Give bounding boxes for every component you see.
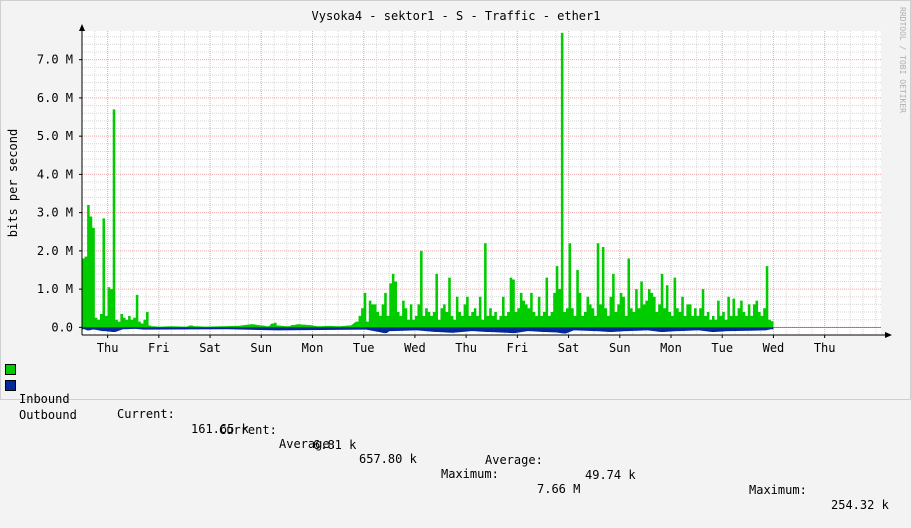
- outbound-area: [82, 327, 774, 334]
- y-tick-label: 5.0 M: [37, 129, 73, 143]
- x-tick-label: Wed: [404, 341, 426, 355]
- x-axis-arrow: [885, 332, 892, 338]
- y-tick-label: 1.0 M: [37, 282, 73, 296]
- x-tick-label: Tue: [711, 341, 733, 355]
- watermark: RRDTOOL / TOBI OETIKER: [898, 7, 907, 113]
- inbound-current-label: Current:: [117, 407, 175, 421]
- x-tick-label: Wed: [763, 341, 785, 355]
- outbound-average-label: Average:: [485, 453, 543, 467]
- y-tick-label: 2.0 M: [37, 244, 73, 258]
- x-tick-label: Mon: [660, 341, 682, 355]
- outbound-label: Outbound: [19, 408, 77, 422]
- inbound-series: [82, 32, 774, 328]
- y-axis-label: bits per second: [6, 129, 20, 237]
- y-tick-label: 6.0 M: [37, 91, 73, 105]
- x-tick-label: Sun: [250, 341, 272, 355]
- outbound-maximum-value: 254.32 k: [831, 498, 889, 512]
- y-tick-label: 0.0: [51, 320, 73, 334]
- x-tick-label: Fri: [507, 341, 529, 355]
- inbound-area: [82, 32, 774, 328]
- y-tick-label: 3.0 M: [37, 206, 73, 220]
- y-axis-arrow: [79, 24, 85, 31]
- outbound-average-value: 49.74 k: [585, 468, 636, 482]
- chart-title: Vysoka4 - sektor1 - S - Traffic - ether1: [312, 9, 601, 23]
- legend-outbound-row: Outbound Current: 6.81 k Average: 49.74 …: [5, 378, 899, 512]
- inbound-maximum-value: 7.66 M: [537, 482, 581, 496]
- y-tick-label: 7.0 M: [37, 53, 73, 67]
- graph-frame: 0.0 1.0 M 2.0 M 3.0 M 4.0 M 5.0 M 6.0 M 7.0 M Th…: [0, 0, 911, 512]
- x-tick-label: Sat: [558, 341, 580, 355]
- legend-inbound-row: Inbound Current: 161.65 k Average: 657.8…: [5, 362, 899, 496]
- outbound-series: [82, 327, 774, 334]
- plot-area: [82, 31, 881, 335]
- x-tick-label: Tue: [353, 341, 375, 355]
- outbound-current-label: Current:: [219, 423, 277, 437]
- x-tick-label: Fri: [148, 341, 170, 355]
- traffic-chart: 0.0 1.0 M 2.0 M 3.0 M 4.0 M 5.0 M 6.0 M 7.0 M Th…: [6, 7, 907, 355]
- x-tick-label: Thu: [455, 341, 477, 355]
- outbound-swatch: [5, 380, 16, 391]
- x-tick-label: Thu: [814, 341, 836, 355]
- outbound-maximum-label: Maximum:: [749, 483, 807, 497]
- x-tick-label: Mon: [302, 341, 324, 355]
- inbound-maximum-label: Maximum:: [441, 467, 499, 481]
- outbound-current-value: 6.81 k: [313, 438, 357, 452]
- y-tick-label: 4.0 M: [37, 167, 73, 181]
- inbound-average-value: 657.80 k: [359, 452, 417, 466]
- x-tick-label: Sat: [199, 341, 221, 355]
- x-tick-label: Sun: [609, 341, 631, 355]
- inbound-swatch: [5, 364, 16, 375]
- x-tick-label: Thu: [97, 341, 119, 355]
